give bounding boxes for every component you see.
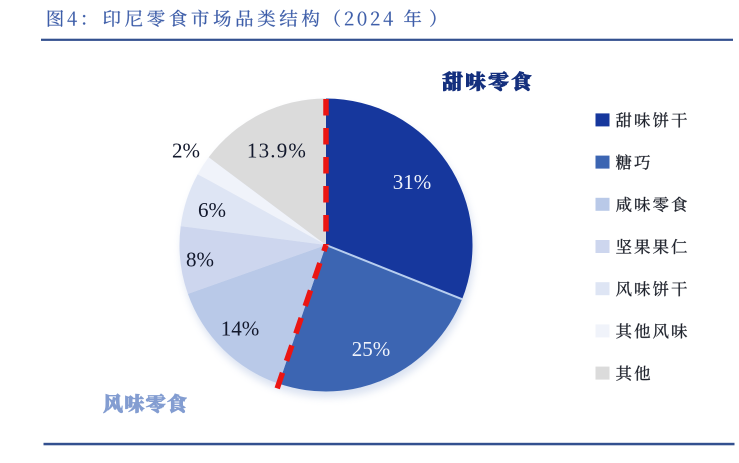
svg-text:13.9%: 13.9% <box>247 139 307 163</box>
svg-text:6%: 6% <box>198 198 226 222</box>
svg-text:14%: 14% <box>221 317 260 341</box>
svg-text:31%: 31% <box>393 170 432 194</box>
svg-text:2%: 2% <box>172 139 200 163</box>
svg-text:8%: 8% <box>186 248 214 272</box>
svg-text:25%: 25% <box>352 337 391 361</box>
